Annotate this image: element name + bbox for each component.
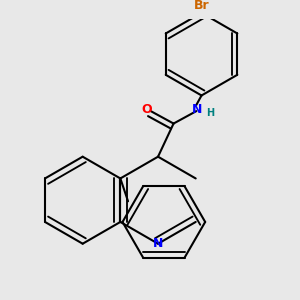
Text: H: H — [206, 108, 214, 118]
Text: N: N — [153, 237, 163, 250]
Text: Br: Br — [194, 0, 209, 12]
Text: O: O — [141, 103, 152, 116]
Text: N: N — [192, 103, 203, 116]
